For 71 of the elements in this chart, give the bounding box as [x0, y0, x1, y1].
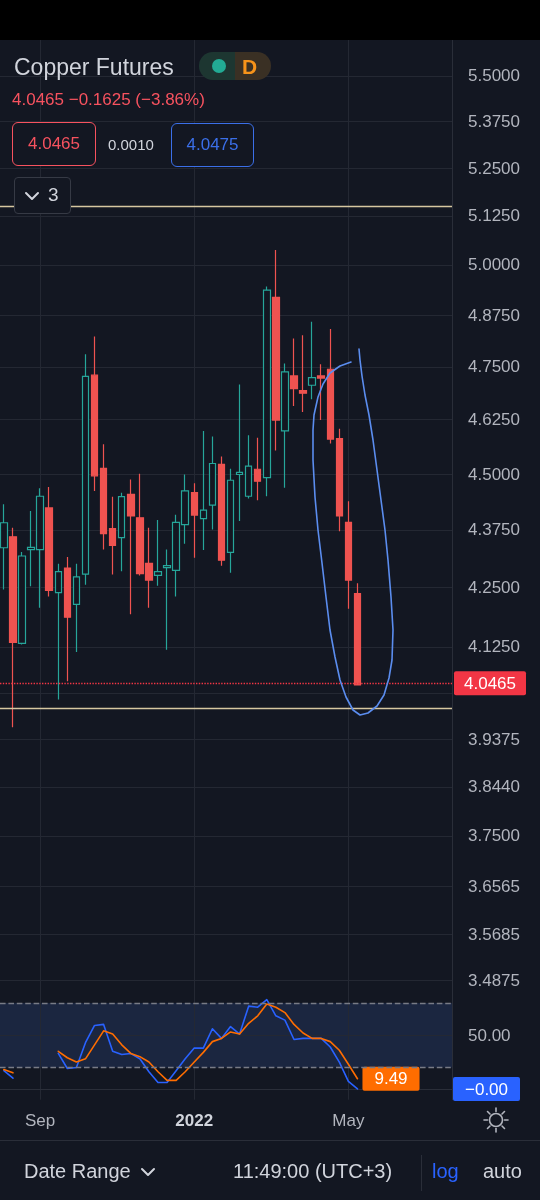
- y-tick-label: 4.3750: [468, 520, 520, 540]
- candlestick: [44, 486, 54, 598]
- candlestick: [344, 500, 353, 610]
- data-label: 9.49: [374, 1069, 408, 1089]
- candlestick: [199, 430, 208, 551]
- candlestick: [289, 337, 299, 407]
- annotation: 4.0465: [12, 122, 96, 166]
- candlestick: [63, 556, 72, 682]
- text: Date Range: [24, 1159, 131, 1183]
- candlestick: [244, 434, 253, 500]
- candlestick: [153, 519, 163, 587]
- x-tick-label: May: [332, 1110, 365, 1130]
- text: auto: [483, 1159, 522, 1183]
- text: Copper Futures: [14, 54, 174, 82]
- candlestick: [8, 527, 18, 728]
- y-tick-label: 50.00: [468, 1025, 511, 1045]
- y-tick-label: 3.4875: [468, 970, 520, 990]
- candlestick: [316, 363, 326, 421]
- candlestick: [190, 482, 199, 559]
- candlestick: [307, 321, 317, 400]
- y-tick-label: 5.0000: [468, 255, 520, 275]
- candlestick: [108, 496, 117, 576]
- y-tick-label: 4.8750: [468, 305, 520, 325]
- annotation: D: [242, 54, 258, 80]
- y-tick-label: 4.7500: [468, 357, 520, 377]
- candlestick: [298, 334, 308, 413]
- text: 4.0465 −0.1625 (−3.86%): [12, 90, 205, 111]
- candlestick: [271, 249, 281, 451]
- candlestick: [235, 383, 244, 522]
- x-tick-label: 2022: [175, 1110, 214, 1130]
- y-tick-label: 5.2500: [468, 158, 520, 178]
- y-tick-label: 5.1250: [468, 206, 520, 226]
- y-tick-label: 4.1250: [468, 637, 520, 657]
- ref-line-label: 4.0465: [464, 673, 516, 693]
- collapse-button: 3: [14, 177, 71, 214]
- y-tick-label: −0.00: [465, 1079, 509, 1099]
- candlestick: [17, 551, 27, 645]
- y-tick-label: 3.5685: [468, 924, 520, 944]
- candlestick: [117, 492, 126, 572]
- candlestick: [126, 478, 136, 615]
- annotation: 4.0475: [171, 123, 254, 167]
- candlestick: [0, 503, 9, 590]
- y-tick-label: 3.9375: [468, 729, 520, 749]
- text: log: [432, 1159, 459, 1183]
- y-tick-label: 5.5000: [468, 66, 520, 86]
- candlestick: [208, 435, 217, 531]
- candlestick: [253, 437, 262, 501]
- candlestick: [335, 428, 344, 532]
- badge: D: [199, 52, 271, 80]
- annotation: 3: [48, 184, 59, 207]
- candlestick: [99, 443, 108, 551]
- candlestick: [353, 582, 362, 686]
- y-tick-label: 3.6565: [468, 876, 520, 896]
- x-tick-label: Sep: [25, 1110, 56, 1130]
- candlestick: [280, 362, 290, 489]
- candlestick: [217, 455, 226, 567]
- candlestick: [326, 328, 335, 445]
- y-tick-label: 4.5000: [468, 464, 520, 484]
- candlestick: [226, 468, 235, 574]
- candlestick: [81, 353, 90, 586]
- y-tick-label: 4.2500: [468, 578, 520, 598]
- candlestick: [54, 563, 63, 701]
- y-tick-label: 4.6250: [468, 410, 520, 430]
- annotation: 0.0010: [108, 136, 154, 154]
- y-tick-label: 3.8440: [468, 777, 520, 797]
- candlestick: [72, 563, 81, 653]
- text: 11:49:00 (UTC+3): [233, 1159, 393, 1183]
- candlestick: [262, 285, 272, 497]
- candlestick: [90, 335, 99, 492]
- y-tick-label: 5.3750: [468, 111, 520, 131]
- y-tick-label: 3.7500: [468, 826, 520, 846]
